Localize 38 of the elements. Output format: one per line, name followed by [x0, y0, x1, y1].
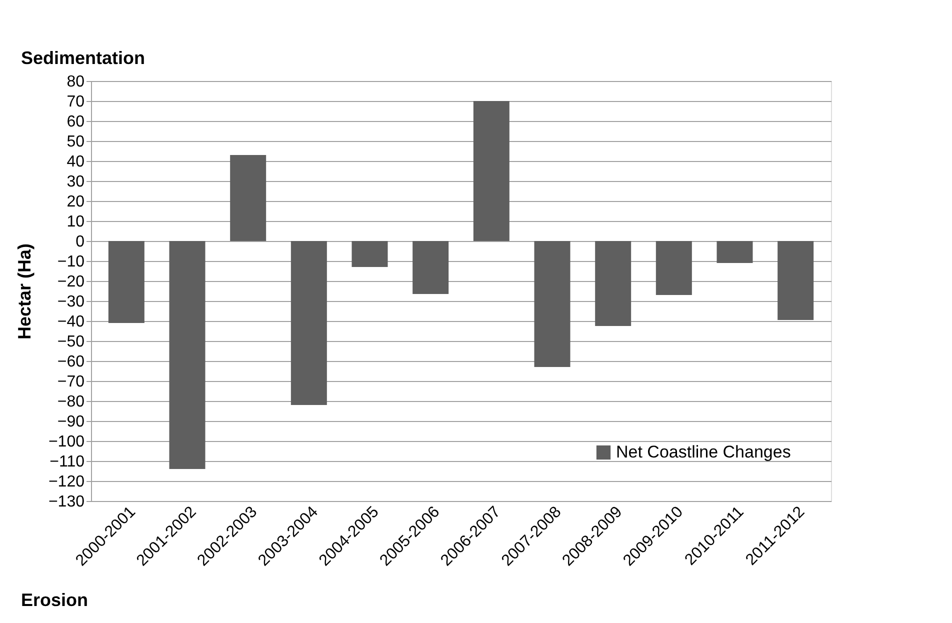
- y-tick-label: −30: [57, 294, 85, 310]
- y-tick-label: −20: [57, 274, 85, 290]
- y-tick-label: −60: [57, 354, 85, 370]
- y-tick-label: −120: [48, 474, 85, 490]
- bar: [716, 241, 753, 263]
- bar: [108, 241, 144, 323]
- bar: [169, 241, 206, 469]
- y-tick-label: −10: [57, 254, 85, 270]
- bar: [412, 241, 449, 294]
- y-tick-label: −40: [57, 314, 85, 330]
- bar: [290, 241, 327, 405]
- text: Erosion: [21, 590, 88, 610]
- y-tick-label: −90: [57, 414, 85, 430]
- y-tick-label: 0: [76, 234, 85, 250]
- bar: [352, 241, 388, 267]
- y-axis-title: Hectar (Ha): [14, 243, 34, 340]
- y-tick-label: 70: [66, 94, 85, 110]
- text: Sedimentation: [21, 48, 146, 68]
- y-tick-label: −80: [57, 394, 85, 410]
- y-tick-label: 50: [66, 134, 85, 150]
- bar: [534, 241, 570, 367]
- bar: [656, 241, 692, 295]
- bar: [230, 155, 266, 241]
- y-tick-label: −110: [50, 454, 85, 470]
- y-tick-label: −100: [48, 434, 85, 450]
- y-tick-label: 10: [66, 214, 85, 230]
- y-tick-label: −130: [48, 494, 85, 510]
- bar: [778, 241, 814, 320]
- bar: [473, 101, 510, 241]
- legend-label: Net Coastline Changes: [616, 442, 791, 462]
- y-tick-label: −70: [57, 374, 85, 390]
- y-tick-label: 20: [66, 194, 85, 210]
- bar: [595, 241, 632, 326]
- y-tick-label: −50: [57, 334, 85, 350]
- y-tick-label: 60: [66, 114, 85, 130]
- y-tick-label: 40: [66, 154, 85, 170]
- y-tick-label: 30: [66, 174, 85, 190]
- y-tick-label: 80: [66, 74, 85, 90]
